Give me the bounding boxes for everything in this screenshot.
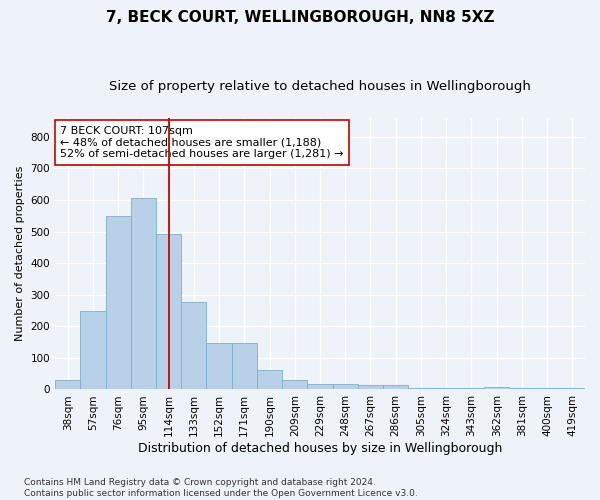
Bar [80,311,106,390]
Text: 7 BECK COURT: 107sqm
← 48% of detached houses are smaller (1,188)
52% of semi-de: 7 BECK COURT: 107sqm ← 48% of detached h… [61,126,344,159]
Y-axis label: Number of detached properties: Number of detached properties [15,166,25,342]
Bar [459,388,484,390]
Bar [206,343,232,390]
Text: 7, BECK COURT, WELLINGBOROUGH, NN8 5XZ: 7, BECK COURT, WELLINGBOROUGH, NN8 5XZ [106,10,494,25]
Bar [409,388,434,390]
Bar [156,234,181,390]
Bar [106,216,131,390]
X-axis label: Distribution of detached houses by size in Wellingborough: Distribution of detached houses by size … [138,442,502,455]
Bar [509,388,535,390]
Bar [181,302,206,390]
Bar [383,386,409,390]
Bar [232,343,257,390]
Bar [560,388,585,390]
Bar [55,380,80,390]
Bar [434,388,459,390]
Bar [358,386,383,390]
Bar [535,388,560,390]
Text: Contains HM Land Registry data © Crown copyright and database right 2024.
Contai: Contains HM Land Registry data © Crown c… [24,478,418,498]
Bar [282,380,307,390]
Bar [307,384,332,390]
Title: Size of property relative to detached houses in Wellingborough: Size of property relative to detached ho… [109,80,531,93]
Bar [257,370,282,390]
Bar [332,384,358,390]
Bar [484,387,509,390]
Bar [131,198,156,390]
